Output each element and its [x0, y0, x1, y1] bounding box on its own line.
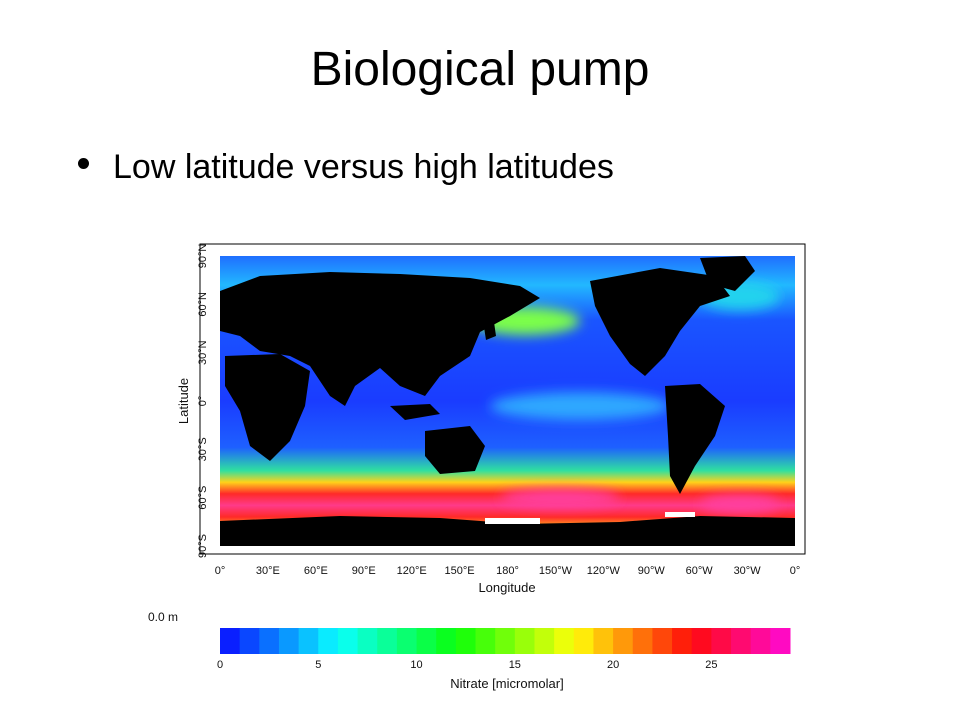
x-tick-label: 120°E [397, 565, 427, 577]
colorbar-segment [613, 628, 634, 654]
colorbar-segment [357, 628, 378, 654]
x-axis-label: Longitude [478, 580, 535, 595]
colorbar-segment [731, 628, 752, 654]
y-tick-labels: 90°N 60°N 30°N 0° 30°S 60°S 90°S [197, 244, 209, 558]
greenland [700, 256, 755, 291]
y-tick-label: 30°S [197, 437, 209, 461]
antarctica [220, 516, 795, 546]
colorbar-segment [593, 628, 614, 654]
colorbar-segment [436, 628, 457, 654]
colorbar-segment [475, 628, 496, 654]
australia [425, 426, 485, 474]
colorbar-segment [455, 628, 477, 654]
colorbar-tick-label: 15 [509, 659, 521, 671]
colorbar-segment [298, 628, 319, 654]
colorbar-segment [534, 628, 555, 654]
colorbar-segment [495, 628, 516, 654]
colorbar-segment [672, 628, 693, 654]
x-tick-label: 90°E [352, 565, 376, 577]
bullet-dot-icon [78, 158, 89, 169]
colorbar-tick-label: 20 [607, 659, 619, 671]
x-tick-label: 90°W [638, 565, 666, 577]
y-tick-label: 60°N [197, 292, 209, 317]
colorbar-segment [278, 628, 300, 654]
equatorial-pacific-band [490, 392, 670, 420]
colorbar-segment [396, 628, 418, 654]
ross-ice-shelf [485, 518, 540, 524]
colorbar-tick-label: 10 [410, 659, 422, 671]
colorbar-tick-label: 5 [315, 659, 321, 671]
y-tick-label: 0° [197, 396, 209, 407]
colorbar-segment [750, 628, 771, 654]
colorbar-segment [259, 628, 280, 654]
land-masses [220, 256, 795, 546]
colorbar-tick-label: 0 [217, 659, 223, 671]
nitrate-map-figure: Latitude Longitude 0.0 m Nitrate [microm… [148, 243, 806, 691]
southern-ocean-pink-2 [700, 495, 780, 513]
x-tick-label: 0° [790, 565, 801, 577]
japan [482, 308, 496, 340]
x-tick-label: 0° [215, 565, 226, 577]
y-tick-label: 30°N [197, 340, 209, 365]
x-tick-label: 150°E [445, 565, 475, 577]
colorbar-segment [377, 628, 398, 654]
map-plot-area [220, 256, 795, 546]
x-tick-label: 120°W [587, 565, 621, 577]
colorbar-segment [573, 628, 594, 654]
x-tick-label: 30°E [256, 565, 280, 577]
north-america [590, 268, 730, 376]
depth-label: 0.0 m [148, 610, 178, 624]
southern-ocean-pink [500, 489, 620, 507]
x-tick-label: 150°W [539, 565, 573, 577]
y-tick-label: 60°S [197, 486, 209, 510]
colorbar-segment [318, 628, 339, 654]
colorbar [220, 628, 791, 654]
colorbar-tick-labels: 0 5 10 15 20 25 [217, 659, 718, 671]
y-tick-label: 90°S [197, 534, 209, 558]
colorbar-segment [691, 628, 712, 654]
colorbar-segment [416, 628, 437, 654]
eurasia [220, 272, 540, 406]
colorbar-segment [337, 628, 359, 654]
colorbar-segment [711, 628, 732, 654]
colorbar-tick-label: 25 [705, 659, 717, 671]
colorbar-segment [770, 628, 791, 654]
y-axis-label: Latitude [176, 378, 191, 424]
africa [225, 354, 310, 461]
bullet-item: Low latitude versus high latitudes [78, 148, 614, 187]
y-tick-label: 90°N [197, 244, 209, 269]
colorbar-segment [554, 628, 575, 654]
x-tick-label: 60°E [304, 565, 328, 577]
indonesia [390, 404, 440, 420]
x-tick-label: 30°W [734, 565, 762, 577]
colorbar-segment [220, 628, 241, 654]
x-tick-label: 60°W [686, 565, 714, 577]
colorbar-segment [239, 628, 260, 654]
slide-title: Biological pump [310, 43, 650, 96]
bullet-text: Low latitude versus high latitudes [113, 148, 614, 186]
colorbar-segment [652, 628, 673, 654]
x-tick-labels: 0° 30°E 60°E 90°E 120°E 150°E 180° 150°W 120°W 90… [215, 565, 801, 577]
colorbar-segment [632, 628, 653, 654]
colorbar-label: Nitrate [micromolar] [450, 676, 563, 691]
south-america [665, 384, 725, 494]
colorbar-segment [514, 628, 535, 654]
x-tick-label: 180° [496, 565, 519, 577]
weddell-ice-shelf [665, 512, 695, 517]
